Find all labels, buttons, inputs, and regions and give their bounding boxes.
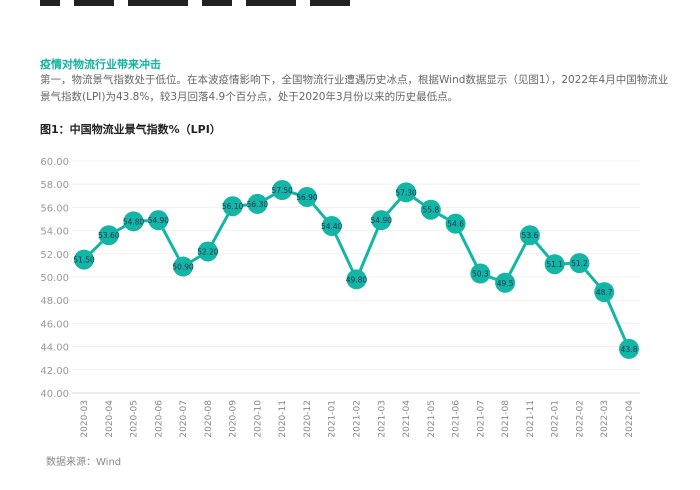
x-tick-label: 2021-03	[377, 400, 387, 438]
data-label: 56.90	[296, 193, 318, 202]
data-label: 50.90	[172, 263, 194, 272]
data-point	[272, 180, 293, 200]
data-point	[569, 253, 590, 274]
data-point	[495, 272, 516, 293]
paragraph: 第一，物流景气指数处于低位。在本波疫情影响下，全国物流行业遭遇历史冰点，根据Wi…	[40, 74, 669, 103]
x-tick-label: 2021-01	[328, 400, 338, 438]
x-tick-label: 2020-07	[179, 400, 189, 438]
x-tick-label: 2021-04	[402, 400, 412, 438]
data-point	[445, 213, 466, 234]
data-point	[123, 211, 144, 232]
data-point	[619, 338, 639, 359]
x-tick-label: 2021-06	[452, 400, 462, 438]
x-tick-label: 2022-02	[575, 400, 585, 438]
y-tick-label: 46.00	[40, 319, 69, 330]
x-tick-label: 2020-12	[303, 400, 313, 438]
y-tick-label: 58.00	[40, 180, 69, 191]
x-tick-label: 2021-07	[476, 400, 486, 438]
data-label: 54.6	[447, 220, 464, 229]
data-point	[148, 210, 169, 231]
data-label: 54.80	[123, 217, 145, 226]
data-point	[519, 225, 540, 246]
data-point	[371, 210, 392, 231]
y-tick-label: 54.00	[40, 227, 69, 238]
data-point	[321, 215, 342, 236]
cut-off-title	[40, 0, 420, 6]
y-tick-label: 50.00	[40, 273, 69, 284]
data-point	[296, 186, 317, 207]
y-tick-label: 60.00	[40, 157, 69, 168]
data-label: 56.10	[222, 202, 244, 211]
data-point	[197, 241, 218, 262]
x-tick-label: 2022-01	[551, 400, 561, 438]
data-label: 54.90	[148, 216, 170, 225]
y-tick-label: 48.00	[40, 296, 69, 307]
data-label: 43.8	[621, 345, 638, 354]
data-point	[396, 182, 417, 203]
data-point	[173, 256, 194, 277]
y-tick-label: 40.00	[40, 389, 69, 400]
x-tick-label: 2021-08	[501, 400, 511, 438]
data-label: 53.6	[522, 231, 539, 240]
source-note: 数据来源：Wind	[46, 457, 122, 468]
y-tick-label: 52.00	[40, 250, 69, 261]
data-label: 54.40	[321, 222, 343, 231]
data-point	[420, 199, 441, 220]
data-label: 51.2	[571, 259, 588, 268]
data-label: 53.60	[98, 231, 120, 240]
x-tick-label: 2020-05	[130, 400, 140, 438]
x-tick-label: 2021-05	[427, 400, 437, 438]
data-label: 49.5	[497, 279, 514, 288]
y-tick-label: 44.00	[40, 343, 69, 354]
data-point	[544, 254, 565, 275]
data-label: 51.50	[73, 256, 95, 265]
data-point	[346, 269, 367, 290]
x-tick-label: 2020-04	[105, 400, 115, 438]
x-tick-label: 2022-04	[625, 400, 635, 438]
x-tick-label: 2020-08	[204, 400, 214, 438]
data-point	[74, 249, 94, 270]
x-tick-label: 2021-02	[353, 400, 363, 438]
data-point	[222, 196, 243, 217]
data-point	[470, 263, 491, 284]
data-label: 50.3	[472, 270, 489, 279]
x-tick-label: 2021-11	[526, 400, 536, 438]
data-point	[98, 225, 119, 246]
x-tick-label: 2020-03	[80, 400, 90, 438]
data-label: 49.80	[346, 275, 368, 284]
data-label: 57.50	[271, 186, 293, 195]
chart-title: 图1：中国物流业景气指数%（LPI）	[40, 123, 221, 136]
data-label: 57.30	[395, 188, 417, 197]
data-point	[247, 193, 268, 214]
data-label: 48.7	[596, 288, 613, 297]
data-label: 51.1	[546, 260, 563, 269]
x-tick-label: 2020-11	[278, 400, 288, 438]
y-tick-label: 42.00	[40, 366, 69, 377]
data-label: 54.90	[371, 216, 393, 225]
x-tick-label: 2020-06	[154, 400, 164, 438]
data-label: 52.20	[197, 247, 219, 256]
section-heading: 疫情对物流行业带来冲击	[40, 58, 161, 71]
data-point	[594, 282, 615, 303]
data-label: 55.8	[422, 206, 439, 215]
data-label: 56.30	[247, 200, 269, 209]
x-tick-label: 2020-10	[253, 400, 263, 438]
y-tick-label: 56.00	[40, 203, 69, 214]
x-tick-label: 2022-03	[600, 400, 610, 438]
x-tick-label: 2020-09	[229, 400, 239, 438]
